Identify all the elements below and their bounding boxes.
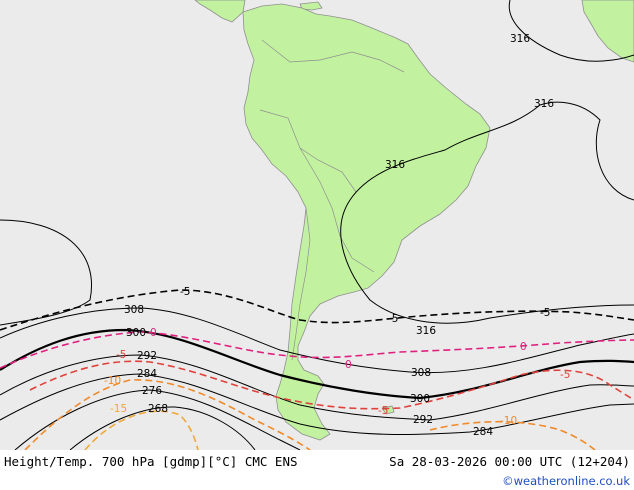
temp-label-minus5: -5: [180, 286, 190, 298]
credit-link[interactable]: ©weatheronline.co.uk: [502, 474, 630, 488]
height-label-316: 316: [510, 33, 530, 45]
border-north: [261, 39, 405, 73]
height-label-300: 300: [126, 327, 146, 339]
temp-contour-zero: [0, 331, 634, 369]
height-label-284: 284: [137, 368, 157, 380]
temp-label-minus5: -5: [540, 307, 550, 319]
temp-label-zero: 0: [150, 327, 157, 339]
height-label-268: 268: [148, 403, 168, 415]
height-contour-276: [14, 389, 301, 451]
height-label-276: 276: [142, 385, 162, 397]
height-labels: 316 316 316 316 308 308 300 300 292 292 …: [124, 33, 554, 438]
height-label-284: 284: [473, 426, 493, 438]
temp-label-zero: 0: [345, 359, 352, 371]
border-andes: [291, 207, 311, 361]
height-label-308: 308: [411, 367, 431, 379]
height-label-316: 316: [416, 325, 436, 337]
weather-map: 316 316 316 316 308 308 300 300 292 292 …: [0, 0, 634, 451]
valid-time: Sa 28-03-2026 00:00 UTC (12+204): [389, 454, 630, 469]
height-label-316: 316: [534, 98, 554, 110]
temp-contour-minus5-red: [29, 360, 634, 410]
temp-label-minus10: -10: [104, 375, 121, 387]
south-america-landmass: [242, 3, 491, 441]
height-label-308: 308: [124, 304, 144, 316]
temp-contour-minus10-east: [429, 420, 596, 451]
border-west: [259, 109, 357, 193]
height-contour-316-central: [340, 101, 634, 324]
height-contour-300: [0, 328, 634, 400]
border-central: [299, 147, 375, 273]
temp-contour-minus5-black: [0, 289, 634, 331]
temp-label-minus5-red: -5: [378, 405, 388, 417]
africa-landmass: [581, 0, 634, 63]
height-label-292: 292: [137, 350, 157, 362]
map-canvas: 316 316 316 316 308 308 300 300 292 292 …: [0, 0, 634, 451]
country-borders: [259, 39, 405, 361]
temp-label-minus5: -5: [388, 313, 398, 325]
temperature-contours: [0, 289, 634, 451]
height-contour-308: [0, 307, 634, 374]
height-contour-292: [0, 354, 634, 421]
height-contour-284: [0, 373, 634, 436]
temperature-labels: -5 -5 -5 0 0 0 -5 -5 -5 -10 -10 -15: [104, 286, 570, 427]
height-label-292: 292: [413, 414, 433, 426]
map-title: Height/Temp. 700 hPa [gdmp][°C] CMC ENS: [4, 454, 298, 469]
temp-label-zero: 0: [520, 341, 527, 353]
temp-label-minus5-red: -5: [116, 349, 126, 361]
temp-label-minus5-red: -5: [560, 369, 570, 381]
height-label-316: 316: [385, 159, 405, 171]
map-footer: Height/Temp. 700 hPa [gdmp][°C] CMC ENS …: [0, 450, 634, 490]
height-contours: [0, 0, 634, 451]
temp-label-minus15: -15: [110, 403, 127, 415]
height-contour-316-north: [508, 0, 634, 62]
height-contour-268: [69, 406, 256, 451]
central-america-landmass: [194, 0, 246, 23]
height-label-300: 300: [410, 393, 430, 405]
temp-contour-minus10: [24, 379, 311, 451]
temp-contour-minus15: [84, 410, 199, 451]
temp-label-minus10: -10: [500, 415, 517, 427]
